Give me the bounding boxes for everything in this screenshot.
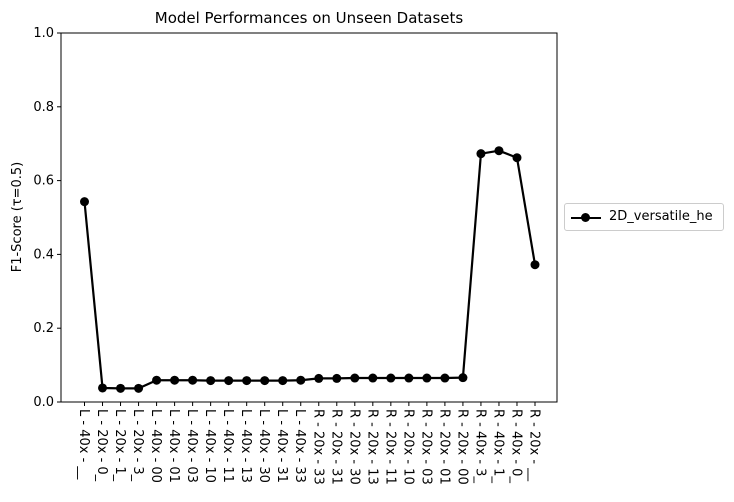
x-tick-label-8: L - 40x - 11 xyxy=(220,409,235,483)
data-point-24 xyxy=(512,153,522,163)
data-point-11 xyxy=(278,376,288,386)
x-tick-label-6: L - 40x - 03 xyxy=(184,409,199,483)
y-tick-label-2: 0.4 xyxy=(33,247,54,262)
x-tick-label-5: L - 40x - 01 xyxy=(166,409,181,483)
x-tick-label-25: R - 20x - __ xyxy=(527,409,542,482)
y-axis-label: F1-Score (τ=0.5) xyxy=(10,162,25,273)
series-line-0 xyxy=(83,149,537,390)
x-tick-label-14: R - 20x - 31 xyxy=(328,409,343,485)
y-tick-label-5: 1.0 xyxy=(33,26,54,41)
data-point-16 xyxy=(368,373,378,383)
data-point-20 xyxy=(440,373,450,383)
data-point-15 xyxy=(350,373,360,383)
x-tick-label-15: R - 20x - 30 xyxy=(346,409,361,485)
x-tick-label-3: L - 20x - 3_ xyxy=(130,409,145,482)
data-point-9 xyxy=(242,376,252,386)
data-point-13 xyxy=(314,373,324,383)
data-point-18 xyxy=(404,373,414,383)
chart-title: Model Performances on Unseen Datasets xyxy=(155,9,464,27)
data-point-3 xyxy=(134,383,144,393)
data-point-12 xyxy=(296,375,306,385)
data-point-23 xyxy=(494,146,504,156)
x-tick-label-22: R - 40x - 3_ xyxy=(472,409,487,483)
x-tick-label-21: R - 20x - 00 xyxy=(454,409,469,485)
y-tick-label-0: 0.0 xyxy=(33,395,54,410)
legend-marker-swatch xyxy=(581,213,590,222)
data-point-0 xyxy=(80,197,89,207)
x-tick-label-1: L - 20x - 0_ xyxy=(94,409,109,482)
x-tick-label-11: L - 40x - 31 xyxy=(274,409,289,483)
data-point-21 xyxy=(458,373,468,383)
data-point-22 xyxy=(476,149,486,159)
data-point-19 xyxy=(422,373,432,383)
x-tick-label-24: R - 40x - 0_ xyxy=(508,409,523,483)
x-tick-label-13: R - 20x - 33 xyxy=(310,409,325,485)
data-point-8 xyxy=(224,376,234,386)
data-point-7 xyxy=(206,376,216,386)
data-point-17 xyxy=(386,373,396,383)
data-point-2 xyxy=(116,383,126,393)
x-tick-label-12: L - 40x - 33 xyxy=(292,409,307,483)
series-group xyxy=(80,146,540,393)
x-tick-label-20: R - 20x - 01 xyxy=(436,409,451,485)
x-tick-label-19: R - 20x - 03 xyxy=(418,409,433,485)
x-tick-label-0: L - 40x - __ xyxy=(76,409,91,480)
x-tick-label-9: L - 40x - 13 xyxy=(238,409,253,483)
data-point-10 xyxy=(260,376,270,386)
data-point-5 xyxy=(170,375,180,385)
x-tick-label-16: R - 20x - 13 xyxy=(364,409,379,485)
y-axis: 0.0 0.2 0.4 0.6 0.8 1.0 xyxy=(33,26,61,410)
x-tick-label-10: L - 40x - 30 xyxy=(256,409,271,483)
y-tick-label-3: 0.6 xyxy=(33,174,54,189)
x-tick-label-2: L - 20x - 1_ xyxy=(112,409,127,482)
x-tick-label-18: R - 20x - 10 xyxy=(400,409,415,485)
data-point-25 xyxy=(530,260,540,270)
y-tick-label-1: 0.2 xyxy=(33,321,54,336)
y-tick-label-4: 0.8 xyxy=(33,100,54,115)
data-point-14 xyxy=(332,373,342,383)
x-tick-label-7: L - 40x - 10 xyxy=(202,409,217,483)
plot-area xyxy=(60,32,558,403)
x-axis: L - 40x - __ L - 20x - 0_ L - 20x - 1_ L - … xyxy=(76,402,542,485)
legend-label: 2D_versatile_he xyxy=(609,209,713,224)
data-point-1 xyxy=(98,383,108,393)
x-tick-label-23: R - 40x - 1_ xyxy=(490,409,505,483)
x-tick-label-17: R - 20x - 11 xyxy=(382,409,397,485)
data-point-6 xyxy=(188,375,198,385)
data-point-4 xyxy=(152,375,162,385)
legend: 2D_versatile_he xyxy=(564,203,724,231)
x-tick-label-4: L - 40x - 00 xyxy=(148,409,163,483)
